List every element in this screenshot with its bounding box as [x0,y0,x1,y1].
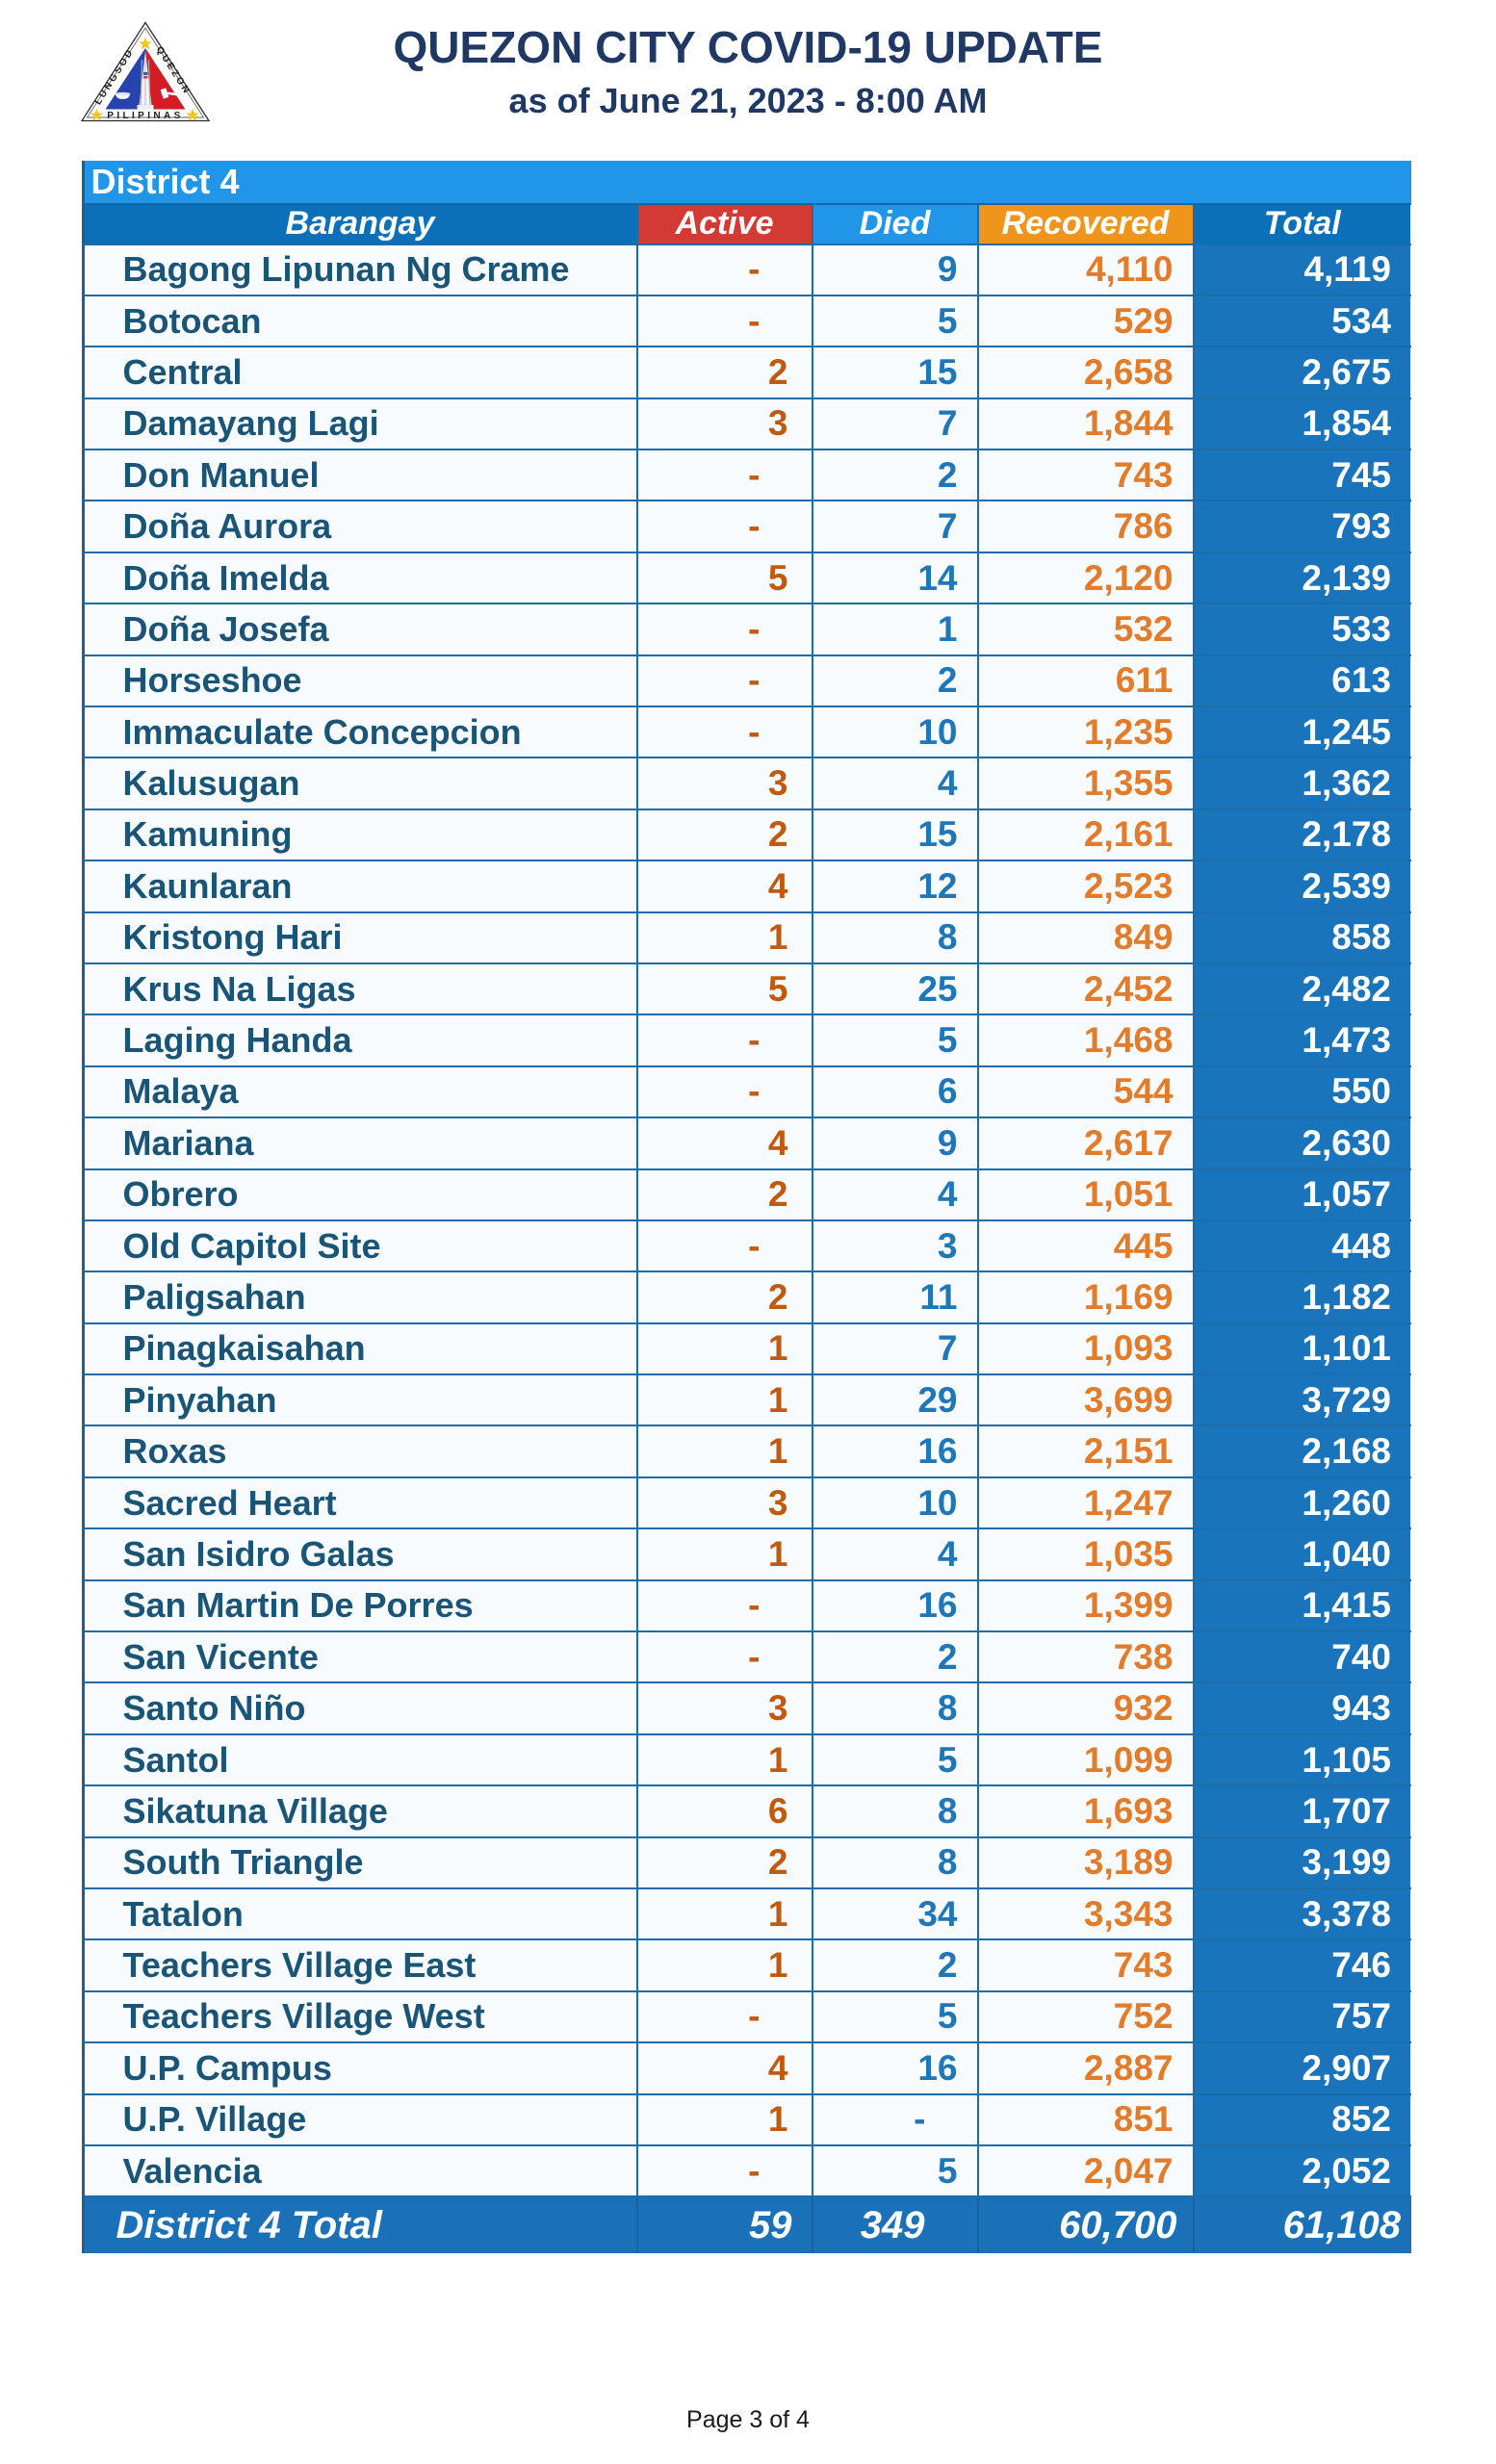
svg-text:PILIPINAS: PILIPINAS [107,111,184,121]
